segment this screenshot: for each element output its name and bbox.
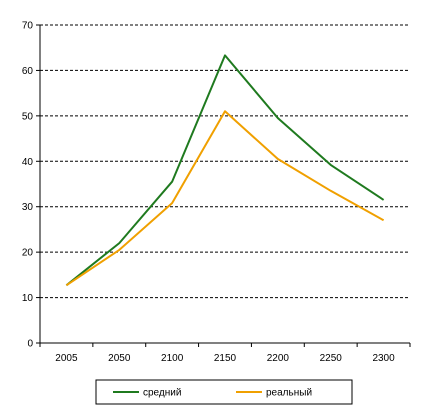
y-tick-label: 70 <box>22 21 34 32</box>
x-tick-label: 2050 <box>108 353 131 364</box>
axes <box>36 24 411 347</box>
x-tick-labels: 2005 2050 2100 2150 2200 2250 2300 <box>55 353 395 364</box>
x-tick-label: 2150 <box>214 353 237 364</box>
y-tick-label: 20 <box>22 248 34 259</box>
legend-label: средний <box>143 388 181 399</box>
y-tick-label: 40 <box>22 157 34 168</box>
series-line-1 <box>65 110 385 287</box>
y-tick-label: 30 <box>22 202 34 213</box>
legend-label: реальный <box>266 388 312 399</box>
y-tick-label: 10 <box>22 293 34 304</box>
x-tick-label: 2100 <box>161 353 184 364</box>
y-tick-labels: 0 10 20 30 40 50 60 70 <box>22 21 34 350</box>
x-tick-label: 2300 <box>372 353 395 364</box>
grid-lines <box>40 24 410 299</box>
y-tick-label: 60 <box>22 66 34 77</box>
x-tick-label: 2200 <box>267 353 290 364</box>
series-line-0 <box>65 54 385 287</box>
series-lines <box>65 54 385 287</box>
y-tick-label: 0 <box>27 339 33 350</box>
y-tick-label: 50 <box>22 111 34 122</box>
x-tick-label: 2250 <box>320 353 343 364</box>
legend: средний реальный <box>95 379 353 405</box>
x-tick-label: 2005 <box>55 353 78 364</box>
